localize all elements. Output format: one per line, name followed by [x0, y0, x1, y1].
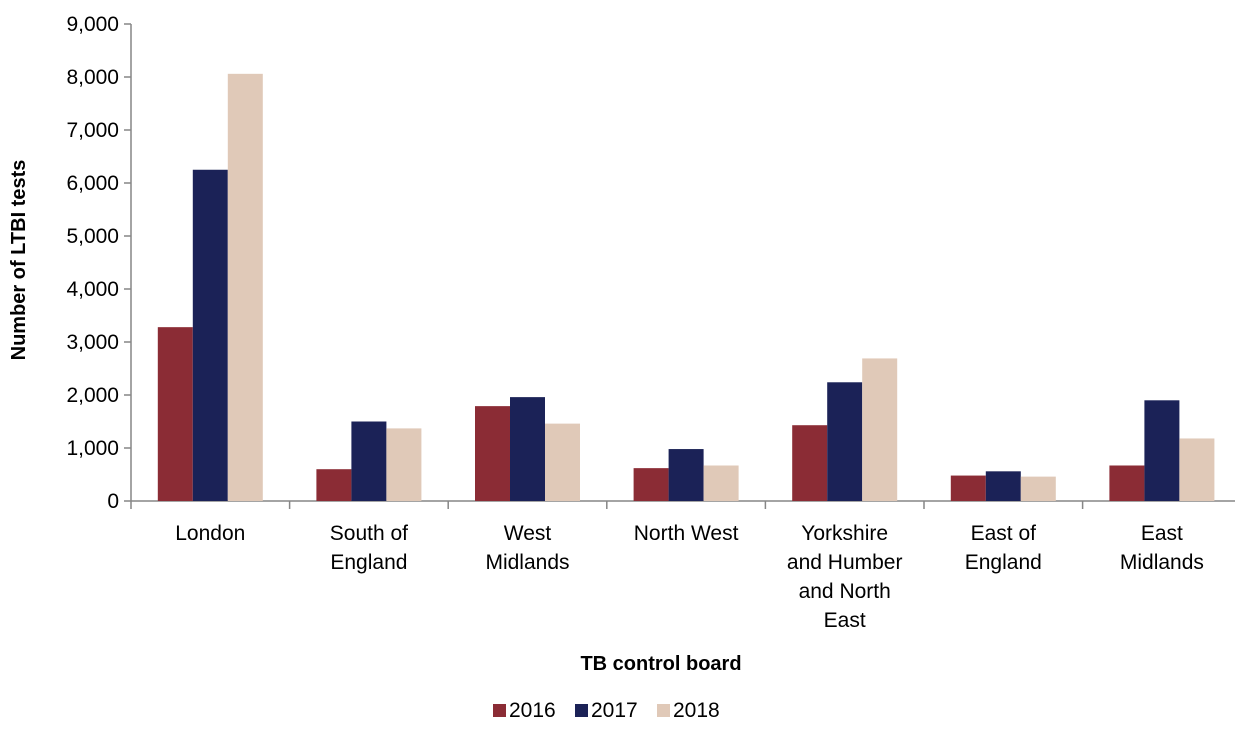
x-tick-label: and North	[799, 580, 891, 603]
x-tick-label: North West	[634, 522, 739, 545]
bar-2018	[545, 423, 580, 501]
x-axis-title: TB control board	[580, 653, 741, 675]
x-tick-label: London	[175, 522, 245, 545]
bar-2017	[192, 169, 228, 501]
bar-2016	[1109, 465, 1145, 501]
bar-2016	[475, 406, 510, 501]
bar-2018	[703, 465, 739, 501]
bar-2018	[1179, 438, 1215, 501]
bar-2016	[157, 327, 193, 501]
bar-2016	[950, 475, 986, 501]
y-tick-label: 0	[107, 490, 119, 513]
bar-2016	[633, 468, 669, 501]
legend-label: 2017	[591, 699, 638, 722]
x-tick-label: West	[504, 522, 552, 545]
x-tick-label: England	[965, 551, 1042, 574]
bar-2017	[510, 397, 545, 501]
bar-2018	[862, 358, 898, 501]
legend-swatch	[657, 704, 670, 717]
legend-label: 2016	[509, 699, 556, 722]
x-tick-label: Midlands	[485, 551, 569, 574]
x-tick-label: and Humber	[787, 551, 903, 574]
y-tick-label: 1,000	[66, 437, 119, 460]
x-axis: London South of England West Midlands North W…	[130, 500, 1235, 632]
y-axis-title: Number of LTBI tests	[8, 160, 30, 361]
x-tick-label: Midlands	[1120, 551, 1204, 574]
bar-2018	[227, 73, 263, 501]
x-tick-label: East	[1141, 522, 1183, 545]
bar-2017	[827, 382, 863, 501]
y-tick-label: 4,000	[66, 278, 119, 301]
y-tick-label: 5,000	[66, 225, 119, 248]
legend: 2016 2017 2018	[493, 699, 720, 722]
legend-label: 2018	[673, 699, 720, 722]
y-tick-label: 9,000	[66, 13, 119, 36]
x-tick-label: East of	[971, 522, 1037, 545]
bar-2017	[668, 449, 704, 501]
bar-2018	[1020, 476, 1056, 501]
x-tick-label: England	[330, 551, 407, 574]
legend-swatch	[493, 704, 506, 717]
bar-2018	[386, 428, 422, 501]
bar-2017	[1144, 400, 1180, 501]
y-axis: 0 1,000 2,000 3,000 4,000 5,000 6,000 7,000 8,00…	[66, 13, 132, 513]
y-tick-label: 3,000	[66, 331, 119, 354]
y-tick-label: 6,000	[66, 172, 119, 195]
y-tick-label: 2,000	[66, 384, 119, 407]
bar-2017	[351, 421, 387, 501]
bar-2016	[792, 425, 828, 501]
y-tick-label: 7,000	[66, 119, 119, 142]
x-tick-label: Yorkshire	[801, 522, 888, 545]
bar-2017	[985, 471, 1021, 501]
bar-2016	[316, 469, 352, 501]
legend-swatch	[575, 704, 588, 717]
y-tick-label: 8,000	[66, 66, 119, 89]
x-tick-label: South of	[330, 522, 408, 545]
x-tick-label: East	[824, 609, 866, 632]
bars	[157, 73, 1215, 501]
